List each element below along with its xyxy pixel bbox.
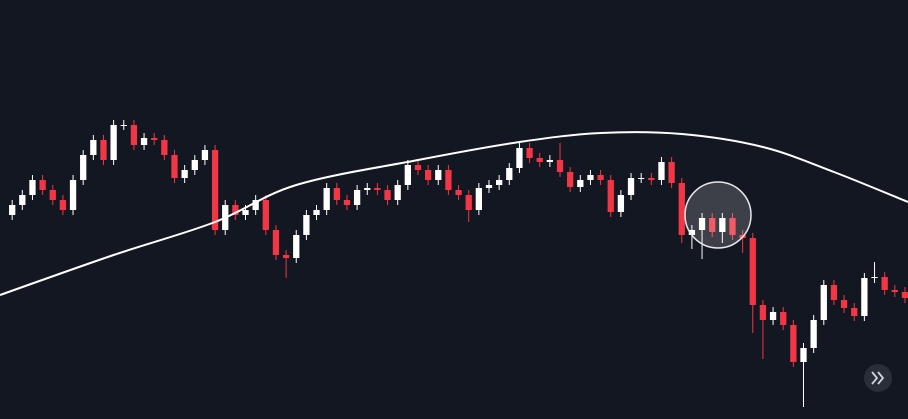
candle-body [536, 158, 543, 162]
candle-body [556, 160, 564, 172]
candle-body [59, 200, 67, 210]
candle-body [638, 178, 645, 179]
candle-body [445, 170, 452, 190]
candle-body [282, 255, 290, 258]
candle-body [780, 312, 787, 325]
candle-body [69, 180, 77, 210]
candle-body [353, 190, 361, 205]
candle-body [384, 190, 391, 200]
candle-body [577, 180, 584, 187]
candle-body [759, 305, 767, 320]
candle-body [627, 178, 635, 195]
candle-body [790, 325, 797, 362]
candle-body [901, 292, 908, 298]
moving-average-line [0, 131, 908, 296]
candle-body [414, 165, 422, 170]
candle-body [39, 180, 46, 190]
candle-body [435, 170, 442, 180]
candle-body [871, 277, 878, 278]
candle-body [140, 138, 148, 145]
candle-body [374, 188, 381, 190]
candle-body [769, 312, 777, 320]
candle-body [587, 175, 594, 180]
candle-body [496, 180, 503, 185]
candle-body [90, 140, 97, 155]
candle-body [698, 218, 706, 230]
candle-body [100, 140, 107, 160]
candle-body [242, 210, 249, 215]
candle-body [648, 178, 655, 180]
candle-body [303, 215, 310, 235]
candle-body [293, 235, 300, 258]
candle-body [49, 190, 56, 200]
candle-body [830, 285, 838, 300]
candle-body [810, 320, 817, 348]
candle-body [749, 238, 756, 305]
candle-body [130, 125, 138, 145]
candle-body [506, 168, 513, 180]
candle-body [678, 183, 685, 235]
candle-body [851, 308, 858, 316]
candle-body [191, 160, 198, 170]
candle-body [475, 188, 483, 210]
candle-body [29, 180, 36, 195]
candle-body [80, 155, 87, 180]
candle-body [455, 190, 462, 195]
candle-body [526, 148, 533, 158]
candle-body [323, 188, 330, 210]
candle-body [820, 285, 827, 320]
candle-body [688, 230, 696, 235]
candle-body [394, 185, 401, 200]
candle-body [262, 200, 269, 230]
highlight-circle [684, 181, 752, 249]
candle-body [211, 150, 219, 230]
candle-body [151, 138, 158, 140]
candle-body [465, 195, 472, 210]
candle-body [840, 300, 848, 308]
candle-body [668, 162, 675, 183]
candle-body [485, 185, 493, 188]
candle-body [232, 205, 239, 215]
candle-body [567, 172, 574, 187]
candle-body [516, 148, 523, 168]
candle-body [658, 162, 665, 180]
candle-body [171, 155, 178, 178]
candle-body [800, 348, 807, 362]
candle-body [617, 195, 625, 212]
candle-body [861, 278, 868, 316]
candle-body [343, 200, 351, 205]
plot-area [0, 120, 908, 407]
candle-body [181, 170, 188, 178]
candle-body [161, 140, 168, 155]
candle-body [729, 218, 736, 235]
candle-body [881, 277, 888, 290]
candle-body [404, 165, 411, 185]
candle-body [364, 188, 371, 190]
candle-body [597, 175, 604, 180]
candle-body [719, 218, 726, 232]
candle-body [272, 230, 280, 255]
candle-body [19, 195, 26, 205]
candle-body [546, 160, 554, 162]
candle-body [607, 180, 614, 212]
candle-body [120, 125, 127, 126]
candle-body [424, 170, 432, 180]
candle-body [313, 210, 320, 215]
scroll-button[interactable] [864, 364, 892, 392]
candle-body [201, 150, 209, 160]
candle-body [709, 218, 716, 232]
candle-body [110, 125, 117, 160]
candle-body [333, 188, 340, 200]
candle-body [252, 200, 259, 210]
candle-body [9, 205, 16, 215]
candle-body [891, 290, 898, 292]
scroll-icon[interactable] [871, 371, 885, 385]
